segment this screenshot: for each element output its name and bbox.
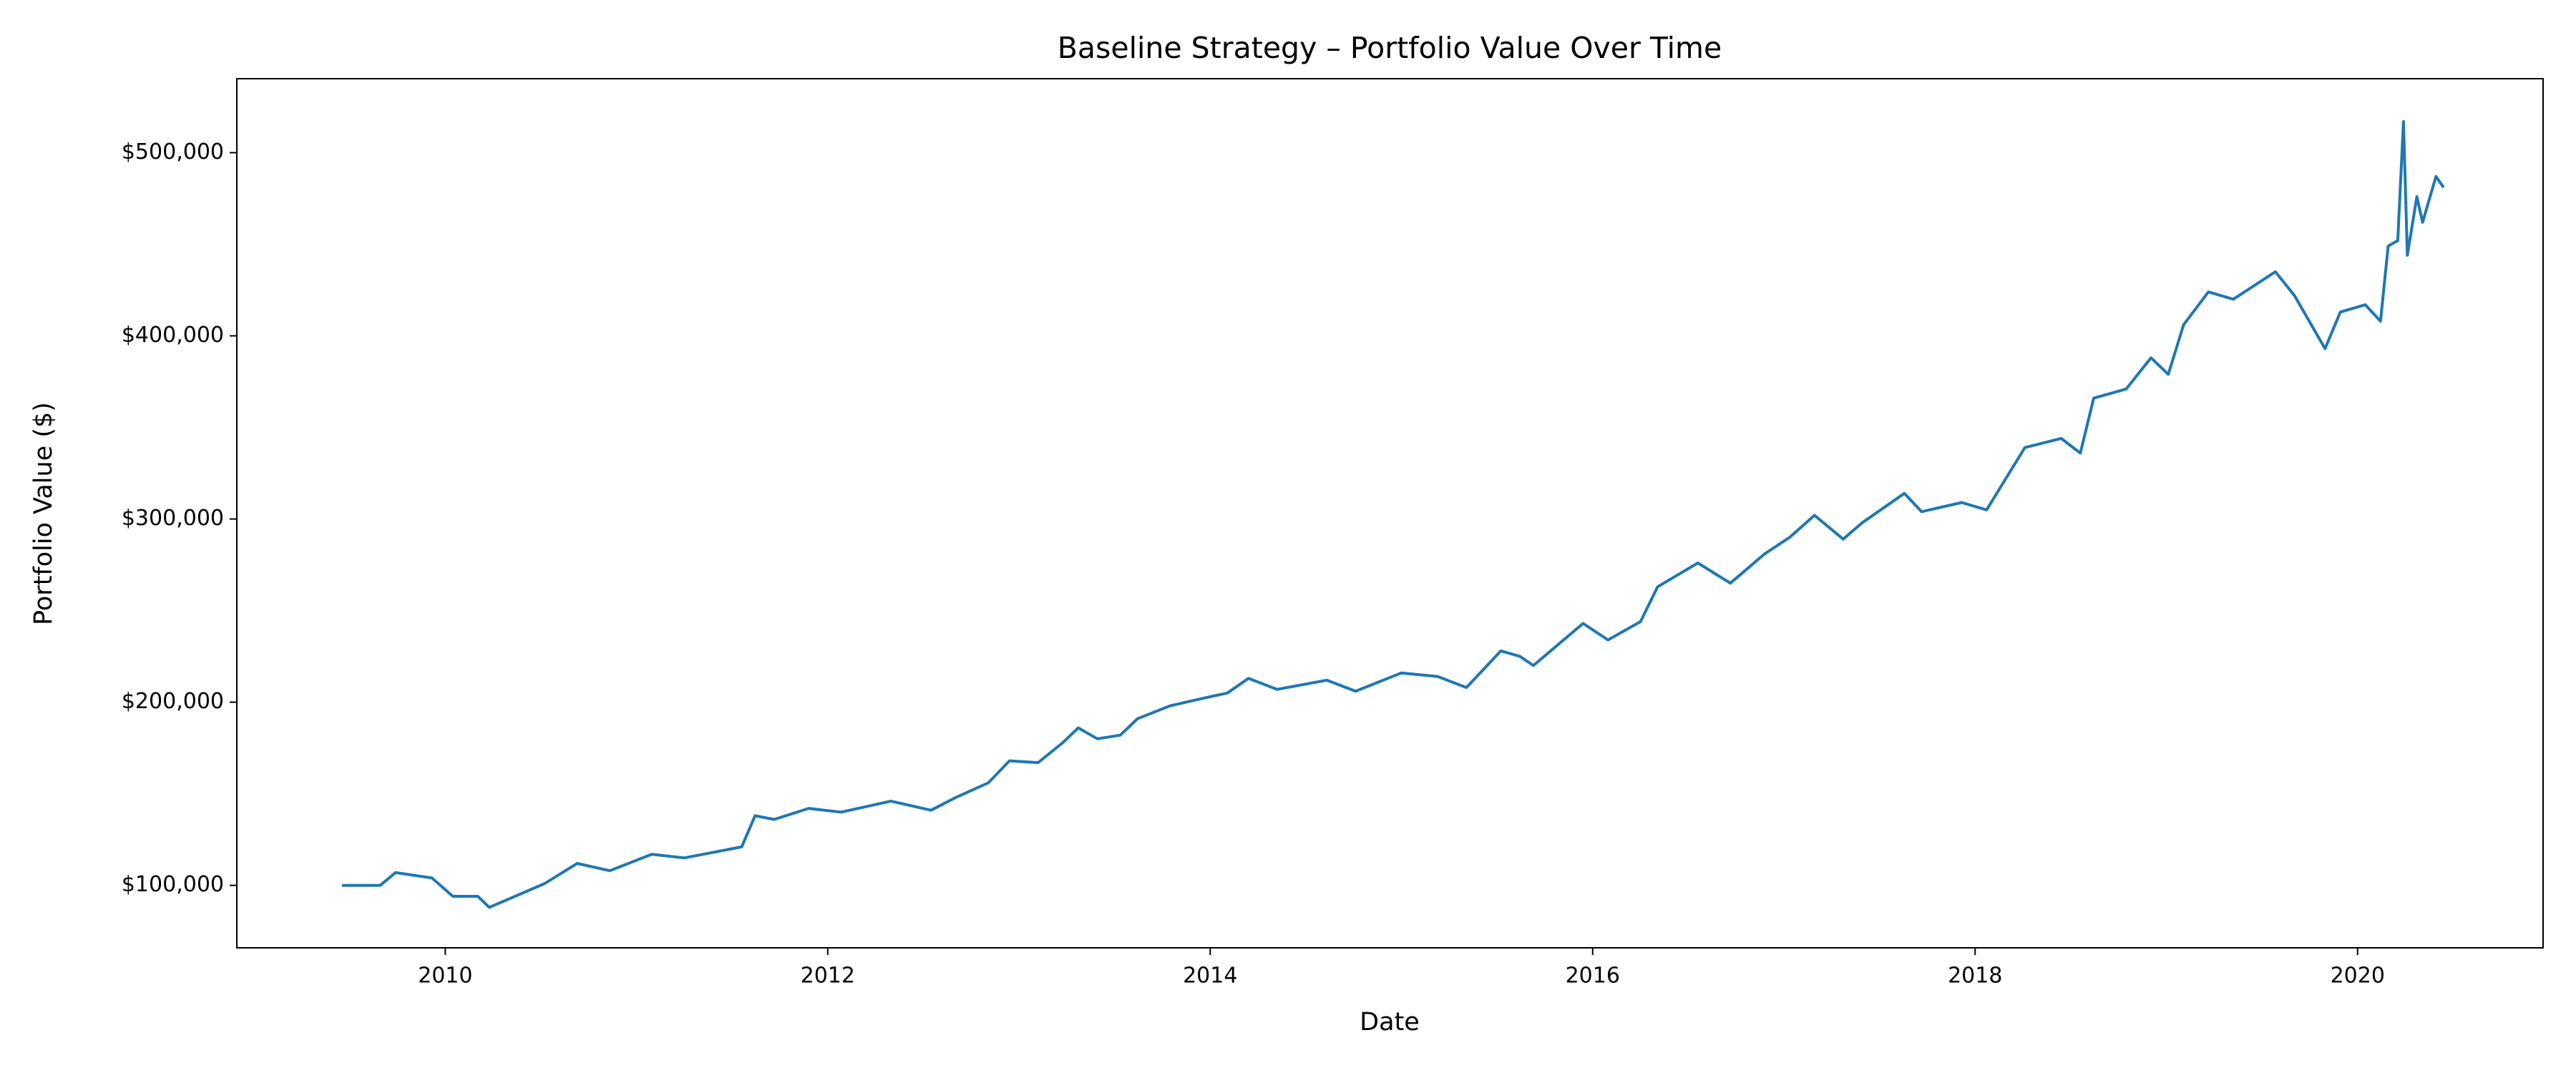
chart-title: Baseline Strategy – Portfolio Value Over… [1058, 31, 1722, 65]
y-tick-label: $300,000 [122, 506, 224, 531]
y-tick-label: $400,000 [122, 323, 224, 348]
x-tick-label: 2018 [1948, 964, 2002, 989]
y-axis-label: Portfolio Value ($) [29, 402, 58, 625]
x-tick-label: 2020 [2331, 964, 2385, 989]
x-tick-label: 2016 [1566, 964, 1620, 989]
x-tick-label: 2012 [801, 964, 855, 989]
line-series [342, 119, 2445, 909]
plot-frame [236, 78, 2544, 949]
x-tick-label: 2014 [1183, 964, 1237, 989]
x-tick-label: 2010 [418, 964, 472, 989]
y-tick-label: $200,000 [122, 689, 224, 714]
y-tick-label: $500,000 [122, 139, 224, 165]
y-tick-label: $100,000 [122, 872, 224, 897]
x-axis-label: Date [1360, 1008, 1420, 1037]
